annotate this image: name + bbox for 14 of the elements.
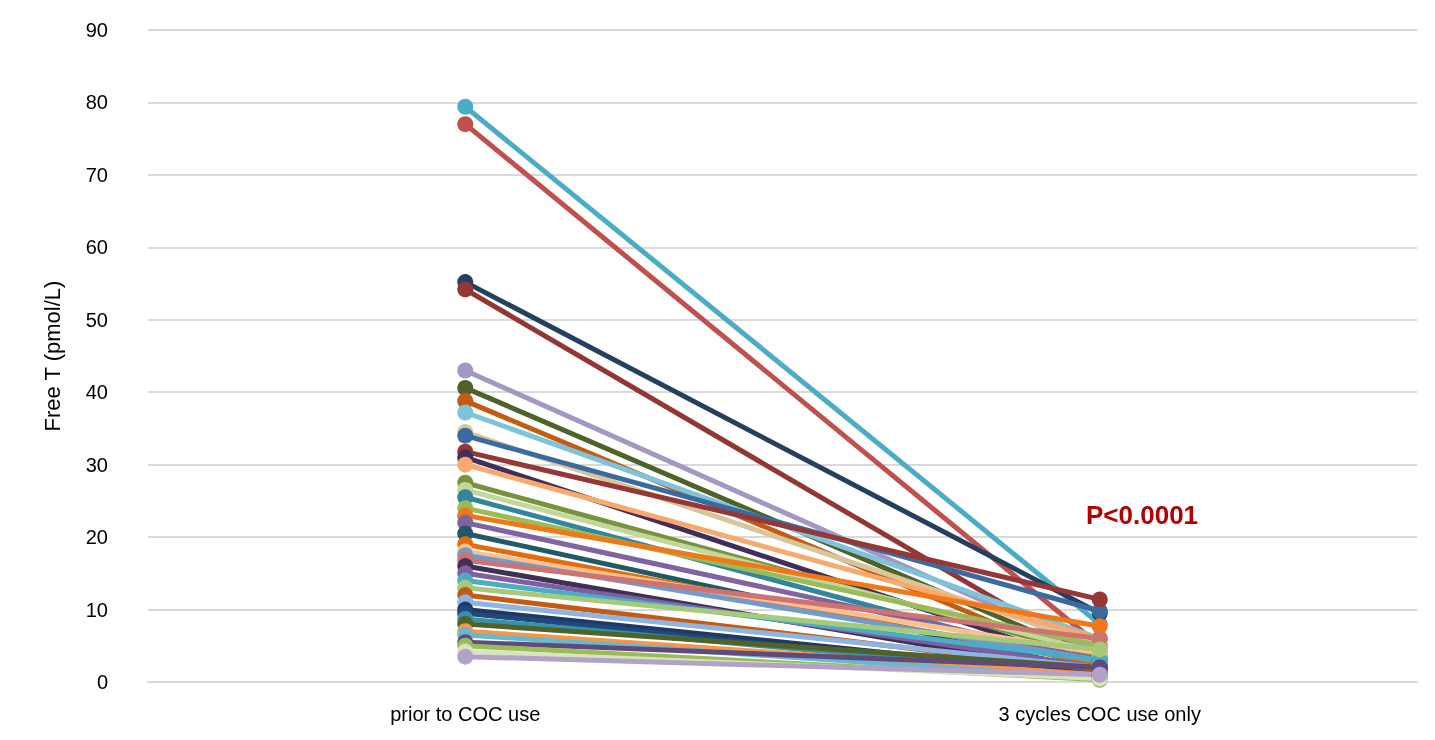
annotation: P<0.0001: [1086, 500, 1199, 530]
y-tick-label: 90: [85, 19, 108, 41]
y-axis-title: Free T (pmol/L): [39, 280, 65, 432]
y-tick-label: 0: [96, 671, 108, 693]
y-tick-label: 40: [85, 381, 108, 404]
y-tick-label: 80: [85, 91, 108, 114]
y-tick-label: 60: [85, 236, 108, 259]
y-tick-label: 20: [85, 526, 108, 549]
y-tick-label: 70: [85, 163, 108, 186]
x-tick-label: 3 cycles COC use only: [998, 703, 1201, 725]
y-tick-label: 50: [85, 308, 108, 331]
y-tick-label: 10: [85, 598, 108, 621]
x-tick-label: prior to COC use: [390, 703, 541, 725]
y-tick-label: 30: [85, 453, 108, 476]
